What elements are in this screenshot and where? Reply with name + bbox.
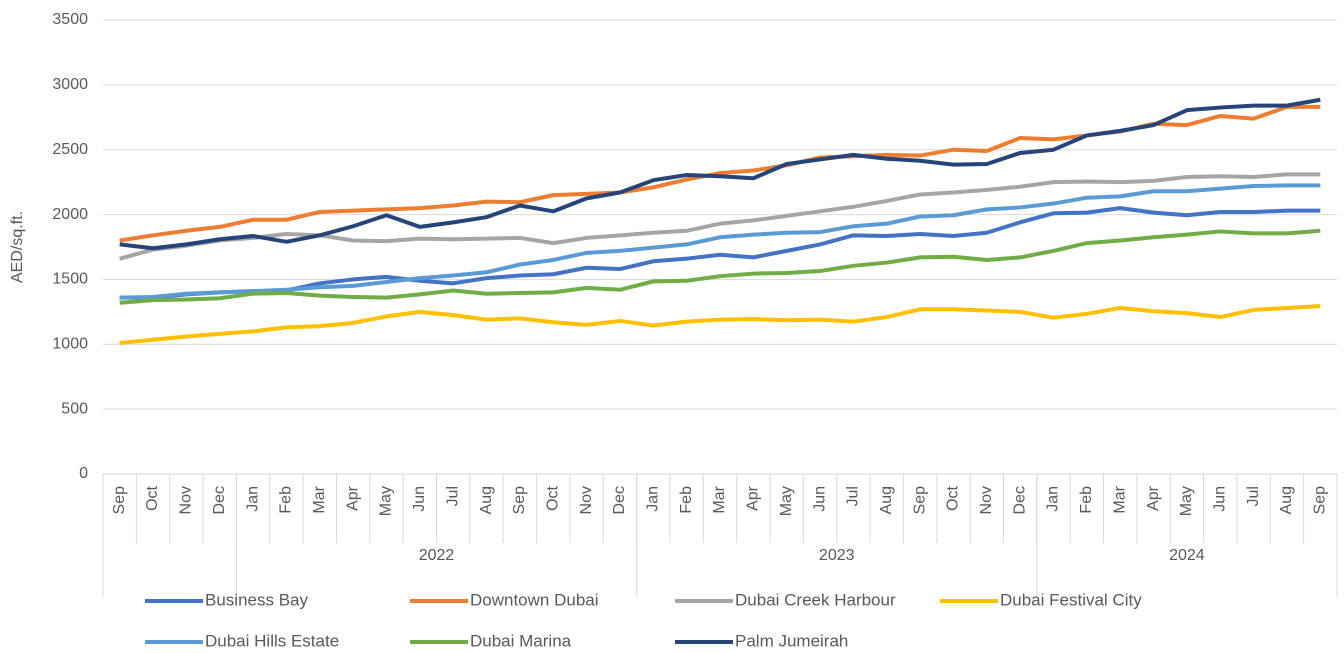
x-tick-label: Jun bbox=[411, 486, 428, 512]
y-tick-label: 1500 bbox=[52, 271, 88, 288]
x-tick-label: Sep bbox=[511, 486, 528, 515]
x-tick-label: Feb bbox=[678, 486, 695, 514]
legend-label: Downtown Dubai bbox=[470, 590, 599, 609]
x-tick-label: Jan bbox=[645, 486, 662, 512]
x-tick-label: Sep bbox=[1312, 486, 1329, 515]
x-tick-label: Oct bbox=[144, 485, 161, 510]
x-tick-label: Mar bbox=[311, 485, 328, 513]
y-tick-label: 3000 bbox=[52, 76, 88, 93]
y-tick-label: 0 bbox=[79, 465, 88, 482]
x-tick-label: Jan bbox=[1045, 486, 1062, 512]
x-tick-label: Sep bbox=[111, 486, 128, 515]
x-tick-label: Aug bbox=[478, 486, 495, 514]
year-label: 2022 bbox=[419, 547, 455, 564]
x-tick-label: Nov bbox=[978, 486, 995, 514]
series-line bbox=[119, 183, 1321, 300]
series-line bbox=[119, 206, 1321, 300]
year-label: 2024 bbox=[1169, 547, 1205, 564]
x-tick-label: Jul bbox=[1245, 486, 1262, 506]
x-tick-label: May bbox=[1178, 486, 1195, 516]
x-tick-label: Jul bbox=[845, 486, 862, 506]
legend-label: Palm Jumeirah bbox=[735, 631, 848, 650]
y-tick-label: 1000 bbox=[52, 336, 88, 353]
y-tick-label: 500 bbox=[61, 400, 88, 417]
x-tick-label: Jul bbox=[444, 486, 461, 506]
x-tick-label: Aug bbox=[1278, 486, 1295, 514]
legend-label: Dubai Marina bbox=[470, 631, 572, 650]
legend-label: Business Bay bbox=[205, 590, 308, 609]
x-tick-label: Dec bbox=[1011, 486, 1028, 514]
x-tick-label: Apr bbox=[1145, 485, 1162, 511]
x-tick-label: Oct bbox=[544, 485, 561, 510]
legend-label: Dubai Hills Estate bbox=[205, 631, 339, 650]
y-axis-label: AED/sq.ft. bbox=[9, 211, 26, 283]
x-tick-label: Jun bbox=[811, 486, 828, 512]
y-tick-label: 2000 bbox=[52, 206, 88, 223]
x-tick-label: Aug bbox=[878, 486, 895, 514]
x-tick-label: Apr bbox=[745, 485, 762, 511]
series-line bbox=[119, 304, 1321, 345]
x-tick-label: Jan bbox=[244, 486, 261, 512]
legend-label: Dubai Creek Harbour bbox=[735, 590, 896, 609]
x-tick-label: Feb bbox=[1078, 486, 1095, 514]
x-tick-label: May bbox=[778, 486, 795, 516]
series-line bbox=[119, 228, 1321, 305]
x-tick-label: Nov bbox=[578, 486, 595, 514]
x-tick-label: Dec bbox=[211, 486, 228, 514]
x-tick-label: May bbox=[378, 486, 395, 516]
x-tick-label: Mar bbox=[711, 485, 728, 513]
year-label: 2023 bbox=[819, 547, 855, 564]
x-tick-label: Mar bbox=[1111, 485, 1128, 513]
x-tick-label: Feb bbox=[278, 486, 295, 514]
x-tick-label: Jun bbox=[1211, 486, 1228, 512]
y-tick-label: 3500 bbox=[52, 11, 88, 28]
x-tick-label: Dec bbox=[611, 486, 628, 514]
x-tick-label: Nov bbox=[178, 486, 195, 514]
x-tick-label: Oct bbox=[945, 485, 962, 510]
y-tick-label: 2500 bbox=[52, 141, 88, 158]
x-tick-label: Apr bbox=[344, 485, 361, 511]
series-line bbox=[119, 97, 1321, 251]
legend-label: Dubai Festival City bbox=[1000, 590, 1142, 609]
x-tick-label: Sep bbox=[911, 486, 928, 515]
